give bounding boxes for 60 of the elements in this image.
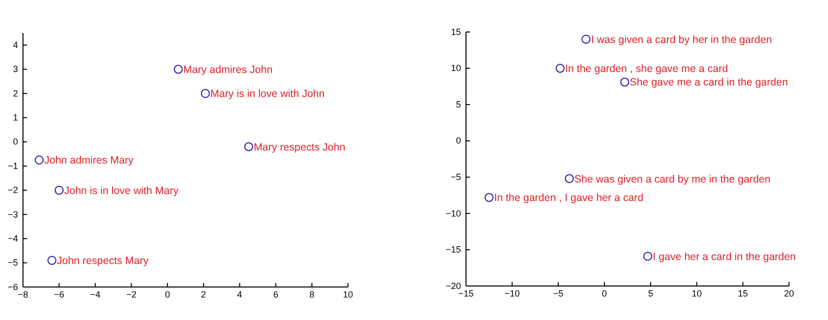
point	[244, 142, 254, 152]
annotation: She was given a card by me in the garden	[574, 173, 771, 186]
y-tick-label: −10	[446, 208, 461, 218]
y-tick-label: 5	[456, 99, 461, 110]
point	[581, 34, 590, 44]
point	[620, 78, 630, 87]
y-tick-label: 1	[12, 112, 18, 123]
x-tick-label: 20	[784, 288, 794, 298]
x-tick-label: 6	[273, 289, 278, 300]
annotation: Mary admires John	[183, 64, 273, 76]
y-tick-label: 0	[12, 136, 18, 147]
x-tick-label: −5	[553, 288, 564, 298]
y-tick-label: −20	[446, 280, 461, 291]
x-tick-label: −2	[126, 289, 136, 300]
point	[200, 88, 210, 98]
point	[556, 64, 565, 73]
x-tick-label: 5	[648, 288, 654, 298]
y-tick-label: −2	[8, 185, 18, 196]
annotation: I was given a card by her in the garden	[590, 34, 772, 46]
x-tick-label: −10	[504, 288, 520, 298]
point	[34, 156, 44, 164]
x-tick-label: −6	[54, 289, 64, 300]
annotation: John respects Mary	[56, 255, 150, 268]
x-tick-label: 8	[309, 289, 314, 300]
x-tick-label: 0	[602, 288, 607, 298]
point	[564, 174, 574, 184]
y-tick-label: 4	[12, 40, 18, 50]
y-tick-label: −5	[450, 172, 461, 182]
annotation: John admires Mary	[44, 154, 134, 167]
y-tick-label: −1	[8, 160, 18, 171]
annotation: In the garden , she gave me a card	[565, 62, 728, 75]
x-tick-label: −8	[18, 289, 28, 300]
x-tick-label: 2	[201, 289, 206, 300]
y-tick-label: 3	[12, 64, 18, 74]
point	[643, 252, 652, 261]
y-tick-label: −5	[8, 258, 18, 268]
x-tick-label: 4	[237, 289, 242, 300]
point	[54, 186, 64, 195]
annotation: Mary respects John	[254, 141, 346, 154]
x-tick-label: −4	[90, 289, 100, 300]
y-tick-label: −15	[446, 244, 461, 255]
y-tick-label: 2	[12, 88, 18, 98]
x-tick-label: 15	[738, 288, 748, 298]
y-tick-label: 15	[450, 26, 461, 37]
point	[47, 256, 56, 265]
x-tick-label: 10	[692, 288, 702, 298]
point	[174, 64, 183, 74]
annotation: John is in love with Mary	[64, 184, 180, 197]
annotation: She gave me a card in the garden	[630, 76, 788, 89]
point	[484, 192, 494, 202]
y-tick-label: 0	[456, 136, 461, 146]
annotation: I gave her a card in the garden	[652, 250, 796, 263]
y-tick-label: −3	[8, 209, 18, 220]
y-tick-label: −4	[8, 234, 18, 244]
annotation: Mary is in love with John	[210, 88, 325, 100]
y-tick-label: 10	[450, 63, 461, 74]
x-tick-label: 0	[164, 289, 170, 300]
x-tick-label: 10	[342, 289, 354, 300]
annotation: In the garden , I gave her a card	[494, 192, 644, 204]
y-tick-label: −6	[8, 282, 18, 292]
